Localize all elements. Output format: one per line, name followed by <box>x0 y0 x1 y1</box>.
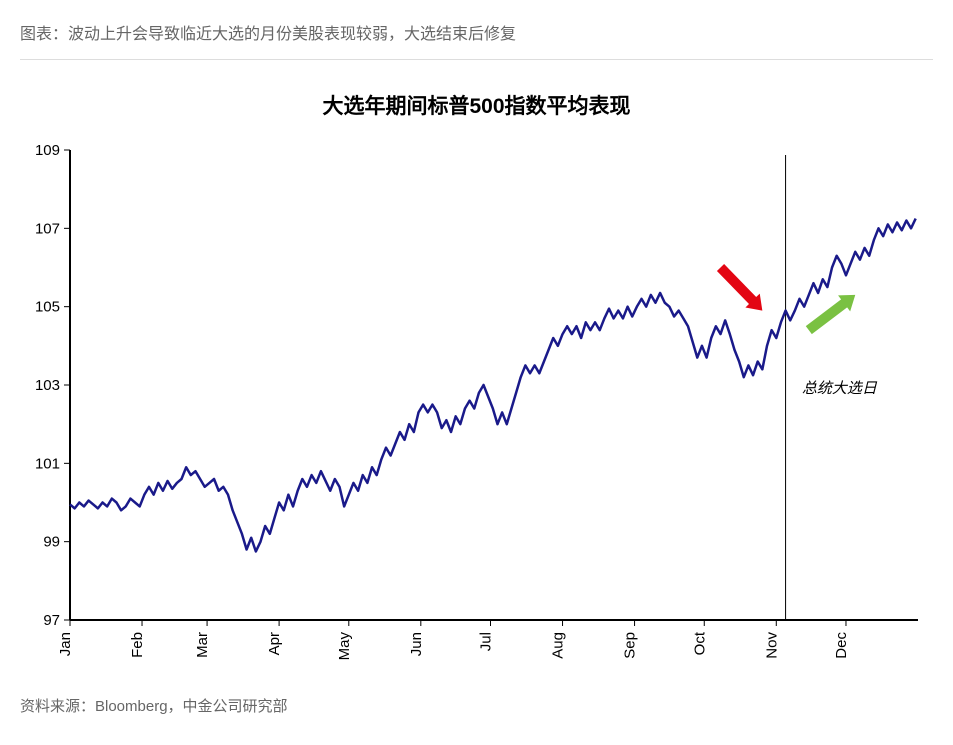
chart-container: 大选年期间标普500指数平均表现 97 99 101 103 105 107 109 Jan F… <box>20 90 933 670</box>
y-tick-label: 97 <box>43 612 60 629</box>
x-tick-label: Feb <box>129 632 146 658</box>
x-tick-label: Oct <box>691 631 708 655</box>
plot-area: 97 99 101 103 105 107 109 Jan Feb Mar Apr May Jun Jul… <box>20 140 933 680</box>
x-tick-label: Aug <box>550 632 567 659</box>
divider <box>20 59 933 60</box>
y-tick-label: 99 <box>43 534 60 551</box>
sp500-line <box>70 219 916 552</box>
y-tick-label: 103 <box>35 377 60 394</box>
y-tick-label: 109 <box>35 142 60 159</box>
x-tick-label: Apr <box>266 632 283 655</box>
election-day-label: 总统大选日 <box>802 380 878 397</box>
x-tick-label: Nov <box>763 632 780 659</box>
y-tick-label: 101 <box>35 455 60 472</box>
x-tick-label: Jul <box>478 632 495 651</box>
source-attribution: 资料来源：Bloomberg，中金公司研究部 <box>20 695 933 716</box>
line-chart-svg: 97 99 101 103 105 107 109 Jan Feb Mar Apr May Jun Jul… <box>20 140 933 680</box>
x-tick-label: May <box>336 632 353 661</box>
down-arrow-icon <box>717 264 762 311</box>
y-tick-label: 105 <box>35 299 60 316</box>
y-tick-label: 107 <box>35 220 60 237</box>
x-tick-label: Jun <box>408 632 425 656</box>
x-tick-label: Dec <box>833 632 850 659</box>
chart-title: 大选年期间标普500指数平均表现 <box>20 90 933 120</box>
x-tick-label: Sep <box>622 632 639 659</box>
up-arrow-icon <box>806 295 855 334</box>
x-tick-label: Jan <box>57 632 74 656</box>
x-tick-label: Mar <box>194 632 211 658</box>
figure-caption: 图表：波动上升会导致临近大选的月份美股表现较弱，大选结束后修复 <box>20 20 933 44</box>
